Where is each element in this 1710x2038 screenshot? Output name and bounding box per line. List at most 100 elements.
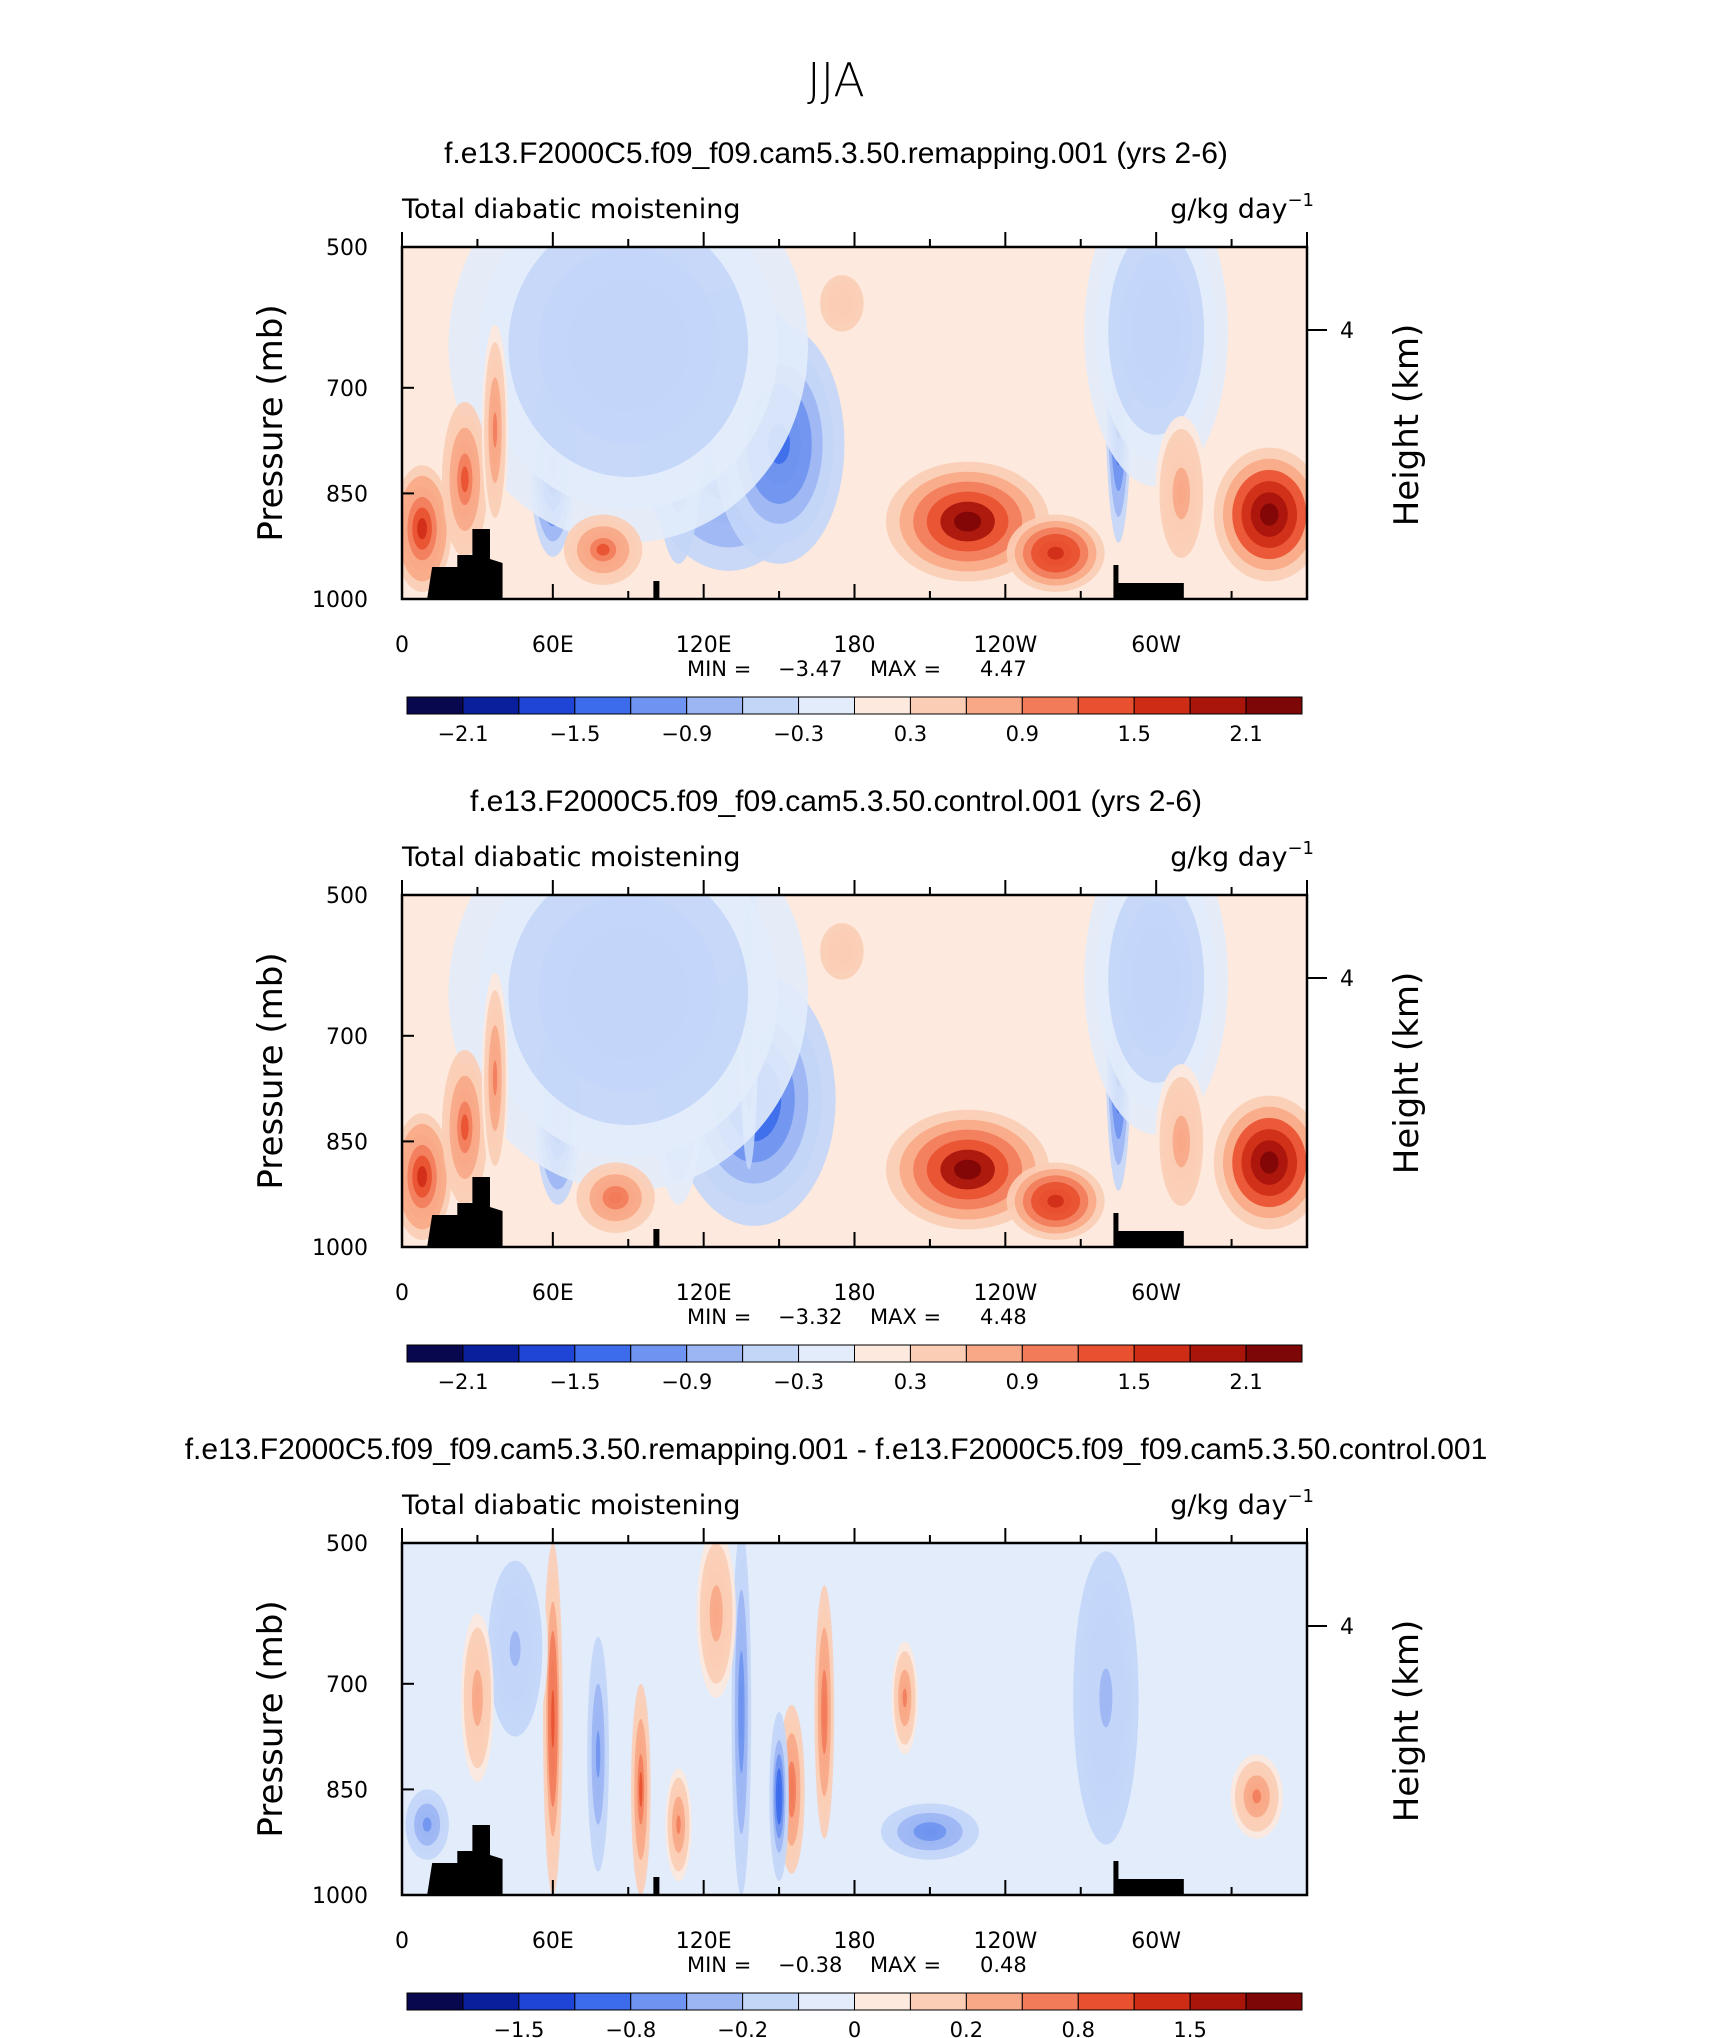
colorbar-swatch <box>742 1344 800 1363</box>
colorbar-swatch <box>798 1344 855 1363</box>
colorbar-label: −2.1 <box>437 1370 488 1394</box>
topography-island <box>653 581 660 599</box>
colorbar-swatch <box>1245 1992 1303 2011</box>
figure-title: JJA <box>807 53 865 107</box>
colorbar-label: 1.5 <box>1173 2018 1206 2038</box>
x-tick-label: 180 <box>834 633 876 658</box>
topography-asia <box>427 1825 503 1895</box>
x-tick-label: 120W <box>973 633 1037 658</box>
colorbar-swatch <box>1133 696 1191 715</box>
y-axis-label: Pressure (mb) <box>251 1600 291 1837</box>
colorbar: −2.1 −1.5 −0.9 −0.3 0.3 0.9 1.5 2.1 <box>406 696 1303 746</box>
x-tick-label: 60W <box>1131 1929 1181 1954</box>
contour-blob <box>596 543 610 556</box>
contour-blob <box>954 1159 982 1180</box>
y-tick-label: 1000 <box>312 1884 368 1909</box>
panel-1: f.e13.F2000C5.f09_f09.cam5.3.50.remappin… <box>251 137 1427 746</box>
contour-blob <box>609 1191 623 1204</box>
contour-blob <box>1099 1668 1113 1728</box>
panel-title: f.e13.F2000C5.f09_f09.cam5.3.50.remappin… <box>185 1433 1488 1466</box>
contour-blob <box>492 412 498 448</box>
contour-blob <box>492 1060 498 1096</box>
y2-axis-label: Height (km) <box>1387 324 1427 527</box>
x-tick-label: 60E <box>532 633 574 658</box>
topography-island <box>653 1877 660 1895</box>
colorbar-label: 0.9 <box>1006 1370 1039 1394</box>
max-value: 4.47 <box>980 657 1027 681</box>
colorbar-label: −1.5 <box>549 722 600 746</box>
min-label: MIN = <box>687 1305 751 1329</box>
y-tick-label: 500 <box>326 1532 368 1557</box>
colorbar-swatch <box>742 1992 800 2011</box>
y2-tick-label: 4 <box>1340 1615 1354 1640</box>
y2-tick-label: 4 <box>1340 319 1354 344</box>
x-tick-label: 120W <box>973 1929 1037 1954</box>
contour-blob <box>712 1599 720 1628</box>
contour-field <box>402 895 1307 1247</box>
x-tick-label: 60E <box>532 1281 574 1306</box>
x-tick-label: 60W <box>1131 633 1181 658</box>
colorbar-swatch <box>1077 1344 1135 1363</box>
contour-blob <box>1260 503 1279 526</box>
colorbar-label: −0.3 <box>773 1370 824 1394</box>
colorbar-swatch <box>1133 1992 1191 2011</box>
units-label: g/kg day−1 <box>1170 190 1314 225</box>
contour-blob <box>739 1681 744 1743</box>
contour-blob <box>1047 546 1064 560</box>
x-tick-label: 120E <box>676 1281 732 1306</box>
topography <box>427 529 1184 599</box>
colorbar-swatch <box>1021 1992 1079 2011</box>
contour-blob <box>836 944 848 959</box>
colorbar: −1.5 −0.8 −0.2 0 0.2 0.8 1.5 <box>406 1992 1303 2038</box>
max-label: MAX = <box>870 657 941 681</box>
x-tick-label: 0 <box>395 1281 409 1306</box>
colorbar-swatch <box>854 1992 911 2011</box>
x-tick-label: 60W <box>1131 1281 1181 1306</box>
colorbar-swatch <box>909 696 967 715</box>
colorbar-swatch <box>1189 1992 1247 2011</box>
colorbar-swatch <box>965 696 1023 715</box>
contour-blob <box>598 960 659 1027</box>
colorbar-label: 0.2 <box>950 2018 983 2038</box>
colorbar-swatch <box>630 1992 688 2011</box>
contour-blob <box>954 511 982 532</box>
contour-blob <box>595 1730 601 1778</box>
colorbar-label: −1.5 <box>549 1370 600 1394</box>
colorbar-swatch <box>630 1344 688 1363</box>
x-tick-label: 0 <box>395 633 409 658</box>
contour-blob <box>921 1826 939 1837</box>
topography-asia <box>427 1177 503 1247</box>
colorbar-swatch <box>462 1344 520 1363</box>
y-tick-label: 1000 <box>312 588 368 613</box>
contour-blob <box>461 1114 469 1141</box>
colorbar-swatch <box>798 696 855 715</box>
panel-left-label: Total diabatic moistening <box>401 194 740 225</box>
colorbar: −2.1 −1.5 −0.9 −0.3 0.3 0.9 1.5 2.1 <box>406 1344 1303 1394</box>
topography <box>427 1177 1184 1247</box>
colorbar-label: 0.3 <box>894 722 927 746</box>
units-label: g/kg day−1 <box>1170 838 1314 873</box>
contour-blob <box>1260 1151 1279 1174</box>
colorbar-label: 2.1 <box>1229 722 1262 746</box>
colorbar-swatch <box>1245 696 1303 715</box>
y-tick-label: 850 <box>326 1778 368 1803</box>
x-tick-label: 60E <box>532 1929 574 1954</box>
colorbar-swatch <box>574 1344 632 1363</box>
colorbar-swatch <box>406 1344 464 1363</box>
contour-blob <box>551 1689 555 1749</box>
colorbar-label: −1.5 <box>493 2018 544 2038</box>
y-tick-label: 850 <box>326 1130 368 1155</box>
y-tick-label: 500 <box>326 236 368 261</box>
colorbar-label: −0.8 <box>605 2018 656 2038</box>
contour-blob <box>639 1771 643 1807</box>
contour-blob <box>461 466 469 493</box>
contour-blob <box>1252 1789 1262 1804</box>
contour-blob <box>509 1631 521 1667</box>
colorbar-swatch <box>1189 1344 1247 1363</box>
contour-blob <box>417 518 428 540</box>
y-tick-label: 700 <box>326 1673 368 1698</box>
contour-blob <box>474 1683 481 1712</box>
units-label: g/kg day−1 <box>1170 1486 1314 1521</box>
y-axis-label: Pressure (mb) <box>251 304 291 541</box>
